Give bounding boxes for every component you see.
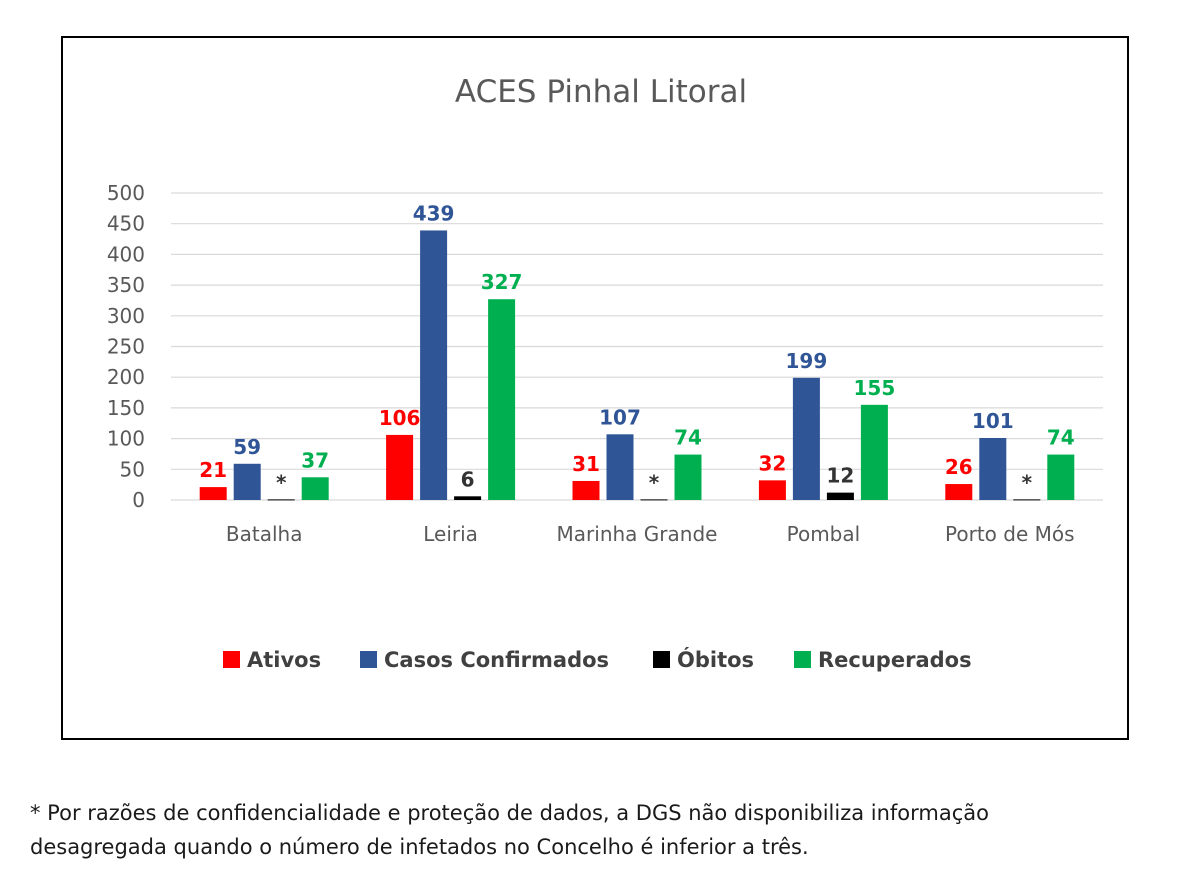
footnote-line-2: desagregada quando o número de infetados… (30, 835, 809, 859)
data-label: 21 (199, 458, 227, 482)
data-label: 101 (972, 409, 1014, 433)
y-tick-label: 200 (107, 365, 145, 389)
data-label: 327 (481, 270, 523, 294)
bar-óbitos (1013, 499, 1041, 501)
data-label: * (649, 470, 660, 494)
chart-title: ACES Pinhal Litoral (455, 74, 747, 110)
data-label: 12 (826, 464, 854, 488)
bar-casos-confirmados (606, 434, 634, 500)
y-tick-label: 500 (107, 181, 145, 205)
legend-label: Ativos (247, 648, 321, 672)
y-tick-label: 0 (132, 488, 145, 512)
bar-óbitos (826, 492, 854, 500)
bar-recuperados (301, 477, 329, 500)
legend-swatch (223, 651, 240, 668)
x-category-label: Marinha Grande (557, 522, 718, 546)
bar-recuperados (860, 404, 888, 500)
x-category-label: Porto de Mós (945, 522, 1075, 546)
legend-swatch (360, 651, 377, 668)
y-tick-label: 50 (120, 457, 145, 481)
legend: Ativos Casos Confirmados Óbitos Recuperados (223, 647, 972, 672)
y-axis-ticks: 0 50 100 150 200 250 300 350 400 450 500 (107, 181, 145, 512)
bar-óbitos (454, 496, 482, 500)
bar-ativos (572, 480, 600, 500)
legend-label: Óbitos (677, 647, 754, 672)
legend-label: Casos Confirmados (384, 648, 609, 672)
bar-casos-confirmados (979, 437, 1007, 500)
data-label: 37 (301, 448, 329, 472)
bar-ativos (199, 487, 227, 500)
bar-recuperados (674, 454, 702, 500)
bar-ativos (386, 434, 414, 500)
bar-casos-confirmados (792, 377, 820, 500)
data-label: 155 (854, 376, 896, 400)
data-label: 439 (413, 201, 455, 225)
bar-casos-confirmados (420, 230, 448, 501)
data-label: 59 (233, 435, 261, 459)
bar-recuperados (488, 299, 516, 500)
grid-lines (171, 192, 1103, 501)
y-tick-label: 100 (107, 427, 145, 451)
legend-label: Recuperados (818, 648, 972, 672)
bar-ativos (758, 480, 786, 500)
data-label: 31 (572, 452, 600, 476)
y-tick-label: 400 (107, 242, 145, 266)
y-tick-label: 150 (107, 396, 145, 420)
bar-óbitos (640, 499, 668, 501)
bar-óbitos (267, 499, 295, 501)
x-category-label: Pombal (787, 522, 861, 546)
y-tick-label: 450 (107, 212, 145, 236)
data-label: 106 (379, 406, 421, 430)
chart-frame: ACES Pinhal Litoral 0 50 100 150 200 250 300 35… (61, 36, 1129, 740)
bars (199, 230, 1075, 501)
data-label: 107 (599, 405, 641, 429)
bar-ativos (945, 484, 973, 500)
bar-casos-confirmados (233, 463, 261, 500)
bar-recuperados (1047, 454, 1075, 500)
data-label: 26 (945, 455, 973, 479)
x-category-label: Leiria (423, 522, 478, 546)
data-label: * (1022, 470, 1033, 494)
legend-swatch (653, 651, 670, 668)
y-tick-label: 250 (107, 335, 145, 359)
footnote: * Por razões de confidencialidade e prot… (30, 796, 1180, 864)
data-label: 74 (1047, 426, 1075, 450)
legend-swatch (794, 651, 811, 668)
data-label: 199 (786, 349, 828, 373)
bar-chart: ACES Pinhal Litoral 0 50 100 150 200 250 300 35… (107, 74, 1103, 672)
y-tick-label: 350 (107, 273, 145, 297)
x-axis-categories: Batalha Leiria Marinha Grande Pombal Porto d… (226, 522, 1075, 546)
y-tick-label: 300 (107, 304, 145, 328)
x-category-label: Batalha (226, 522, 303, 546)
data-label: 32 (758, 451, 786, 475)
footnote-line-1: * Por razões de confidencialidade e prot… (30, 801, 990, 825)
data-label: 6 (461, 467, 475, 491)
data-label: * (276, 470, 287, 494)
data-label: 74 (674, 426, 702, 450)
